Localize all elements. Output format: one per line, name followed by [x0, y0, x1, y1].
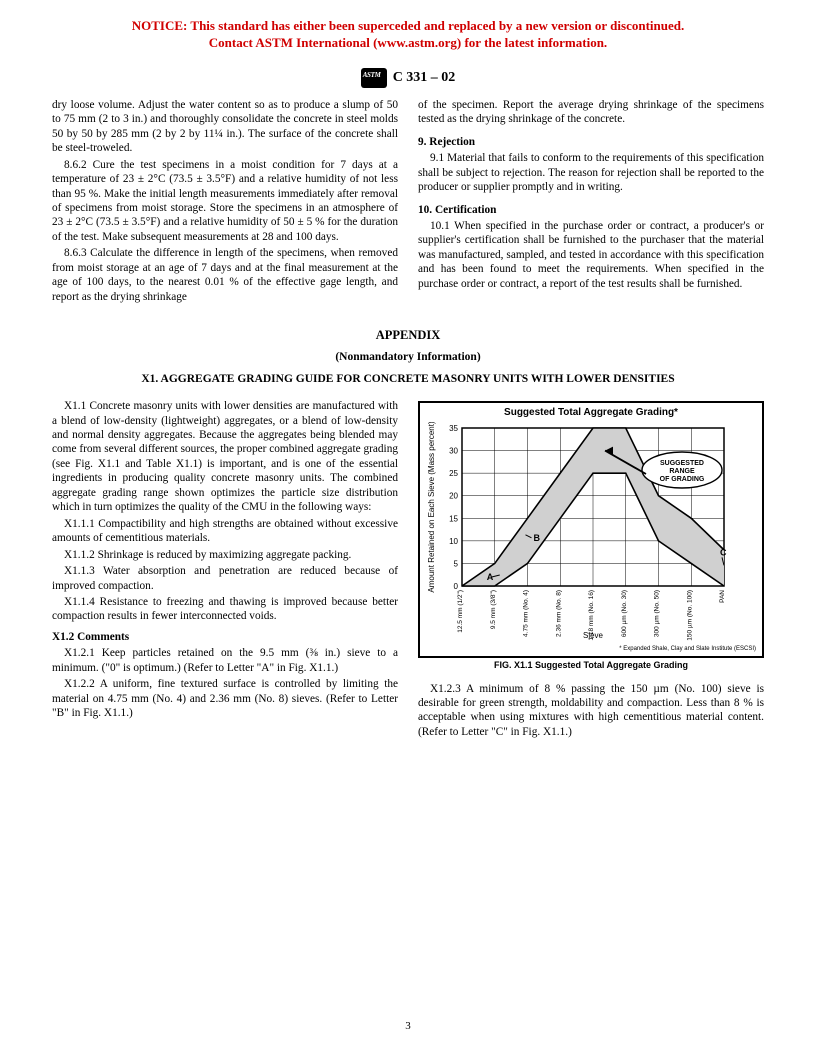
- para-x123: X1.2.3 A minimum of 8 % passing the 150 …: [418, 682, 764, 740]
- svg-text:25: 25: [449, 469, 458, 478]
- para-x113: X1.1.3 Water absorption and penetration …: [52, 564, 398, 593]
- para-x111: X1.1.1 Compactibility and high strengths…: [52, 517, 398, 546]
- svg-text:150 µm (No. 100): 150 µm (No. 100): [686, 590, 693, 641]
- appendix-col-right: Suggested Total Aggregate Grading* 0 5 10 1…: [418, 399, 764, 741]
- svg-text:35: 35: [449, 424, 458, 433]
- svg-text:300 µm (No. 50): 300 µm (No. 50): [654, 590, 661, 637]
- section-10-head: 10. Certification: [418, 203, 764, 217]
- para-862: 8.6.2 Cure the test specimens in a moist…: [52, 158, 398, 245]
- appendix-col-left: X1.1 Concrete masonry units with lower d…: [52, 399, 398, 741]
- svg-text:PAN: PAN: [719, 590, 726, 603]
- svg-text:B: B: [534, 533, 541, 543]
- svg-text:9.5 mm (3/8"): 9.5 mm (3/8"): [490, 590, 497, 629]
- svg-text:600 µm (No. 30): 600 µm (No. 30): [621, 590, 628, 637]
- chart-svg: 0 5 10 15 20 25 30 35 12.5 mm (1/2") 9.5 mm (3/8"…: [422, 422, 732, 642]
- svg-text:2.36 mm (No. 8): 2.36 mm (No. 8): [555, 590, 562, 637]
- notice-line1: NOTICE: This standard has either been su…: [132, 18, 684, 33]
- para-863: 8.6.3 Calculate the difference in length…: [52, 246, 398, 304]
- svg-text:5: 5: [454, 559, 459, 568]
- doc-number: C 331 – 02: [393, 70, 456, 86]
- para-91: 9.1 Material that fails to conform to th…: [418, 151, 764, 194]
- page-number: 3: [0, 1020, 816, 1032]
- para-101: 10.1 When specified in the purchase orde…: [418, 219, 764, 291]
- svg-text:15: 15: [449, 514, 458, 523]
- para-x112: X1.1.2 Shrinkage is reduced by maximizin…: [52, 548, 398, 562]
- appendix-title: X1. AGGREGATE GRADING GUIDE FOR CONCRETE…: [0, 373, 816, 385]
- notice-line2: Contact ASTM International (www.astm.org…: [209, 35, 607, 50]
- para-x114: X1.1.4 Resistance to freezing and thawin…: [52, 595, 398, 624]
- appendix-head: APPENDIX: [0, 328, 816, 343]
- top-col-left: dry loose volume. Adjust the water conte…: [52, 98, 398, 306]
- svg-text:Sieve: Sieve: [583, 631, 604, 640]
- chart-title: Suggested Total Aggregate Grading*: [422, 407, 760, 420]
- svg-text:RANGE: RANGE: [669, 468, 695, 475]
- section-x12-head: X1.2 Comments: [52, 630, 398, 644]
- para-x11: X1.1 Concrete masonry units with lower d…: [52, 399, 398, 515]
- doc-header: C 331 – 02: [0, 68, 816, 88]
- para-861-cont: dry loose volume. Adjust the water conte…: [52, 98, 398, 156]
- svg-text:C: C: [720, 547, 727, 557]
- para-863-cont: of the specimen. Report the average dryi…: [418, 98, 764, 127]
- figure-caption: FIG. X1.1 Suggested Total Aggregate Grad…: [418, 660, 764, 672]
- svg-text:0: 0: [454, 582, 459, 591]
- top-col-right: of the specimen. Report the average dryi…: [418, 98, 764, 306]
- svg-text:10: 10: [449, 537, 458, 546]
- svg-text:30: 30: [449, 446, 458, 455]
- svg-text:OF GRADING: OF GRADING: [660, 476, 705, 483]
- grading-chart: Suggested Total Aggregate Grading* 0 5 10 1…: [418, 401, 764, 658]
- svg-text:Amount Retained on Each Sieve: Amount Retained on Each Sieve (Mass perc…: [427, 422, 436, 593]
- notice-banner: NOTICE: This standard has either been su…: [0, 0, 816, 56]
- appendix-sub: (Nonmandatory Information): [0, 351, 816, 363]
- svg-text:4.75 mm (No. 4): 4.75 mm (No. 4): [523, 590, 530, 637]
- astm-logo-icon: [361, 68, 387, 88]
- top-columns: dry loose volume. Adjust the water conte…: [0, 98, 816, 306]
- para-x122: X1.2.2 A uniform, fine textured surface …: [52, 677, 398, 720]
- svg-text:12.5 mm (1/2"): 12.5 mm (1/2"): [457, 590, 464, 633]
- svg-text:SUGGESTED: SUGGESTED: [660, 460, 704, 467]
- para-x121: X1.2.1 Keep particles retained on the 9.…: [52, 646, 398, 675]
- chart-footnote: * Expanded Shale, Clay and Slate Institu…: [422, 646, 760, 654]
- section-9-head: 9. Rejection: [418, 135, 764, 149]
- appendix-columns: X1.1 Concrete masonry units with lower d…: [0, 399, 816, 741]
- svg-text:20: 20: [449, 492, 458, 501]
